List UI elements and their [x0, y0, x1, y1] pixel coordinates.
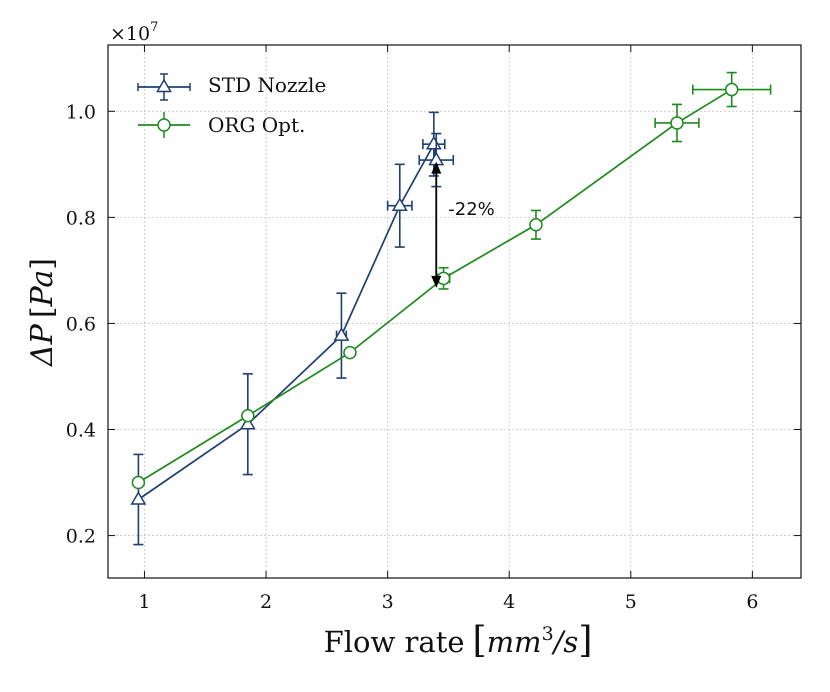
x-tick-label: 6 — [746, 591, 758, 613]
series-layer — [130, 71, 772, 546]
annotation-arrow-head-up — [431, 161, 442, 174]
axis-ticks: 1 2 3 4 5 6 0.2 0.4 0.6 0.8 1.0 — [66, 45, 801, 613]
y-tick-label: 0.8 — [66, 207, 96, 229]
legend-entry-std-nozzle: STD Nozzle — [137, 73, 326, 101]
y-scale-label: ×107 — [110, 20, 158, 45]
x-tick-label: 3 — [382, 591, 394, 613]
data-point — [425, 135, 442, 150]
data-point — [333, 327, 350, 341]
y-axis-label: ΔP[Pa] — [25, 258, 60, 367]
y-axis-symbol: ΔP — [25, 323, 60, 367]
annotation-22: -22% — [431, 161, 495, 288]
y-scale-exponent: 7 — [150, 20, 158, 35]
legend-marker — [156, 78, 172, 93]
grid — [108, 45, 801, 578]
x-tick-label: 2 — [260, 591, 272, 613]
legend-marker — [157, 118, 171, 132]
y-tick-label: 0.2 — [66, 526, 96, 548]
data-point — [343, 345, 357, 360]
x-tick-label: 1 — [138, 591, 150, 613]
x-axis-label: Flow rate [mm3/s] — [324, 620, 593, 661]
annotation-layer: -22% — [431, 161, 495, 288]
series-std-nozzle — [130, 111, 455, 546]
legend-label-org-opt: ORG Opt. — [208, 113, 305, 137]
plot-frame — [107, 44, 802, 579]
annotation-arrow-head-down — [431, 275, 442, 288]
data-point — [529, 218, 543, 232]
y-scale-base: ×10 — [110, 23, 150, 45]
series-line — [137, 141, 438, 501]
x-tick-label: 4 — [503, 591, 515, 613]
data-point — [670, 116, 684, 130]
x-axis-unit-base: mm — [487, 625, 542, 659]
data-point — [239, 415, 256, 430]
legend: STD Nozzle ORG Opt. — [137, 73, 326, 138]
x-axis-unit-tail: /s — [551, 625, 579, 659]
data-point — [391, 197, 408, 211]
y-tick-label: 1.0 — [66, 101, 96, 123]
data-point — [724, 82, 739, 97]
legend-entry-org-opt: ORG Opt. — [138, 112, 305, 138]
legend-label-std-nozzle: STD Nozzle — [208, 73, 326, 97]
y-tick-label: 0.4 — [66, 420, 96, 442]
data-point — [130, 491, 147, 505]
annotation-label: -22% — [448, 199, 495, 220]
series-org-opt — [131, 71, 772, 490]
x-tick-label: 5 — [625, 591, 637, 613]
y-axis-unit: Pa — [25, 270, 60, 308]
x-axis-main: Flow rate — [324, 625, 465, 659]
data-point — [241, 408, 255, 423]
x-axis-unit-exp: 3 — [542, 623, 554, 645]
y-tick-label: 0.6 — [66, 313, 96, 335]
data-point — [131, 475, 146, 490]
